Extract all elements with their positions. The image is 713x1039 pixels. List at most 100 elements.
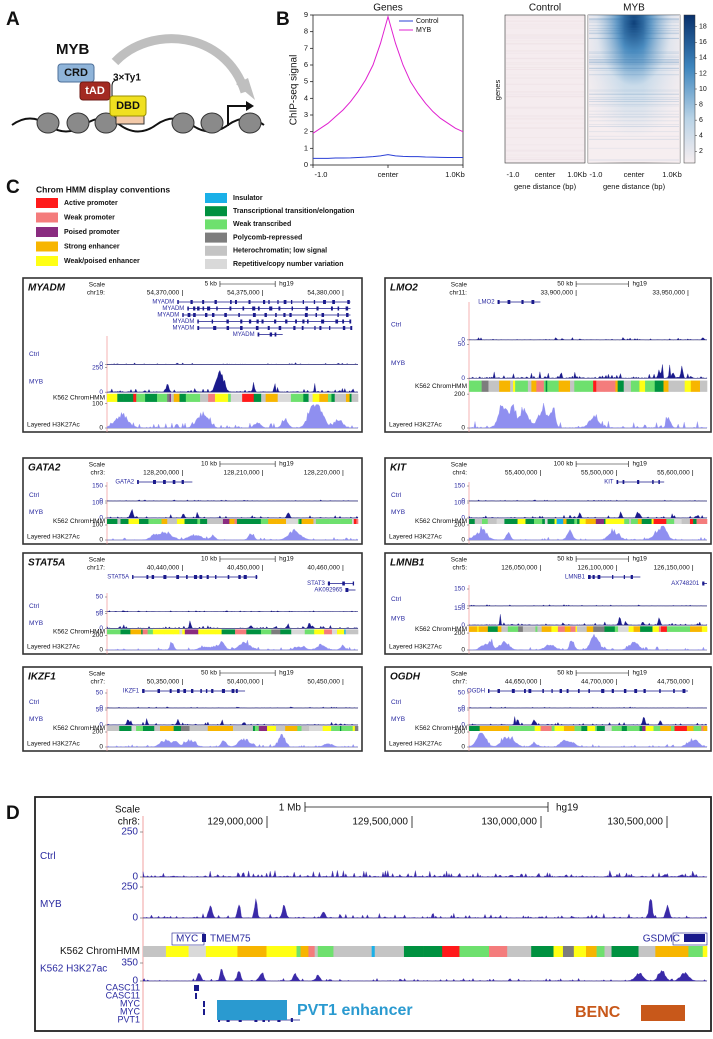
scale-bar-label: 50 kb [557, 556, 573, 563]
chromhmm-segment [639, 380, 646, 392]
exon [612, 575, 614, 579]
y-tick-label: 8 [304, 27, 308, 36]
scale-bar [219, 670, 276, 676]
exon [216, 306, 218, 311]
chromhmm-segment [130, 629, 142, 635]
tad-domain [79, 81, 111, 101]
track-label: MYB [29, 620, 43, 627]
chromhmm-segment [604, 519, 606, 524]
line-series [312, 14, 464, 134]
chromhmm-segment [459, 946, 490, 957]
chromhmm-segment [611, 726, 617, 731]
coord-label: 55,500,000 [581, 470, 614, 477]
exon [283, 300, 287, 304]
exon [611, 689, 614, 693]
chromhmm-segment [580, 380, 594, 392]
y-tick-label: 50 [96, 610, 104, 617]
signal-track [468, 525, 708, 541]
exon [306, 319, 309, 324]
exon [488, 689, 490, 693]
colorbar [683, 14, 696, 164]
track-label: MYB [391, 716, 405, 723]
colorbar-tick-label: 8 [699, 101, 703, 108]
scale-bar [575, 556, 629, 562]
scale-label: Scale [89, 282, 106, 289]
exon [243, 575, 247, 579]
chromhmm-segment [403, 946, 424, 957]
signal-track [468, 716, 708, 726]
y-tick-label: 0 [461, 425, 465, 432]
chromhmm-segment [596, 380, 605, 392]
chromhmm-segment [574, 380, 582, 392]
chromhmm-segment [674, 519, 682, 524]
exon [321, 313, 325, 317]
x-tick-label: -1.0 [507, 170, 520, 179]
coord-label: 128,200,000 [143, 470, 180, 477]
signal-track [468, 732, 708, 748]
chromhmm-segment [585, 946, 597, 957]
chromhmm-segment [558, 380, 571, 392]
chromhmm-segment [128, 519, 140, 524]
y-tick-label: 0 [99, 361, 103, 368]
exon [193, 306, 196, 311]
chromhmm-segment [469, 726, 480, 731]
exon [238, 575, 241, 579]
chromhmm-segment [313, 519, 317, 524]
exon [335, 319, 339, 324]
chromhmm-segment [205, 946, 210, 957]
legend-title: Chrom HMM display conventions [36, 184, 170, 194]
colorbar-tick-label: 6 [699, 117, 703, 124]
exon [321, 319, 325, 324]
chromhmm-segment [527, 726, 535, 731]
chart-title: Genes [373, 3, 402, 14]
chromhmm-segment [184, 519, 198, 524]
gene-label: IKZF1 [123, 689, 140, 695]
exon [207, 306, 211, 311]
y-tick-label: 100 [454, 500, 465, 507]
track-label: K562 ChromHMM [53, 395, 105, 402]
chromhmm-segment [631, 519, 639, 524]
chromhmm-segment [303, 726, 310, 731]
y-tick-label: 100 [92, 400, 103, 407]
coord-label: 130,500,000 [607, 817, 663, 828]
line-series [313, 154, 463, 159]
chromhmm-segment [423, 946, 443, 957]
exon [319, 326, 322, 330]
exon [511, 689, 515, 693]
y-tick-label: 250 [121, 882, 138, 893]
coord-label: 54,375,000 [227, 290, 260, 297]
chromhmm-segment [141, 629, 143, 635]
enhancer-label: BENC [575, 1004, 621, 1021]
chromhmm-segment [595, 519, 605, 524]
chromhmm-segment [280, 726, 286, 731]
exon [682, 689, 686, 693]
exon [199, 575, 203, 579]
x-axis-label: gene distance (bp) [603, 182, 666, 191]
scale-bar [575, 461, 629, 467]
gene-label: OGDH [467, 689, 485, 695]
chromhmm-segment [573, 946, 587, 957]
scale-bar-label: 10 kb [201, 556, 217, 563]
protein-label: MYB [56, 41, 90, 58]
chromhmm-segment [356, 519, 359, 524]
signal-track [468, 614, 708, 626]
exon [337, 313, 339, 317]
chromhmm-segment [693, 726, 702, 731]
chromhmm-segment [266, 946, 297, 957]
x-tick-label: center [535, 170, 556, 179]
exon [226, 326, 230, 330]
exon [274, 332, 277, 337]
chromhmm-segment [107, 629, 121, 635]
chromhmm-segment [684, 380, 692, 392]
coord-label: 55,600,000 [657, 470, 690, 477]
coord-label: 54,370,000 [147, 290, 180, 297]
chromhmm-segment [701, 626, 708, 632]
chromhmm-segment [341, 946, 372, 957]
browser-panel [384, 277, 712, 433]
chromhmm-segment [136, 726, 140, 731]
exon [261, 319, 264, 324]
legend-label: Control [416, 18, 439, 25]
coord-label: 50,400,000 [227, 679, 260, 686]
chromhmm-segment [314, 946, 319, 957]
chromhmm-segment [563, 726, 575, 731]
